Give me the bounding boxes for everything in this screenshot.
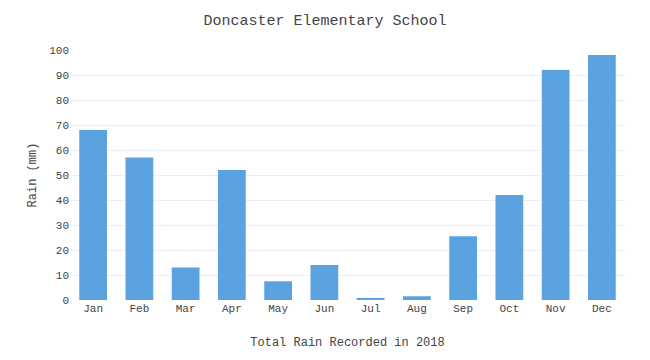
svg-text:Jul: Jul xyxy=(361,303,381,315)
svg-text:Dec: Dec xyxy=(592,303,612,315)
svg-text:20: 20 xyxy=(56,245,69,257)
svg-text:0: 0 xyxy=(62,295,69,307)
svg-text:80: 80 xyxy=(56,95,69,107)
svg-text:Feb: Feb xyxy=(129,303,149,315)
svg-text:Sep: Sep xyxy=(453,303,473,315)
svg-text:Nov: Nov xyxy=(546,303,566,315)
svg-text:50: 50 xyxy=(56,170,69,182)
svg-text:70: 70 xyxy=(56,120,69,132)
svg-text:Oct: Oct xyxy=(499,303,519,315)
svg-text:90: 90 xyxy=(56,70,69,82)
svg-text:Jun: Jun xyxy=(314,303,334,315)
svg-text:40: 40 xyxy=(56,195,69,207)
svg-text:Total Rain Recorded in 2018: Total Rain Recorded in 2018 xyxy=(250,336,444,350)
svg-text:Aug: Aug xyxy=(407,303,427,315)
svg-text:Jan: Jan xyxy=(83,303,103,315)
svg-text:Rain (mm): Rain (mm) xyxy=(26,143,40,208)
svg-text:May: May xyxy=(268,303,288,315)
svg-text:60: 60 xyxy=(56,145,69,157)
svg-text:Doncaster Elementary School: Doncaster Elementary School xyxy=(203,13,446,30)
svg-text:30: 30 xyxy=(56,220,69,232)
svg-text:100: 100 xyxy=(49,45,69,57)
svg-text:Mar: Mar xyxy=(176,303,196,315)
svg-text:10: 10 xyxy=(56,270,69,282)
svg-text:Apr: Apr xyxy=(222,303,242,315)
